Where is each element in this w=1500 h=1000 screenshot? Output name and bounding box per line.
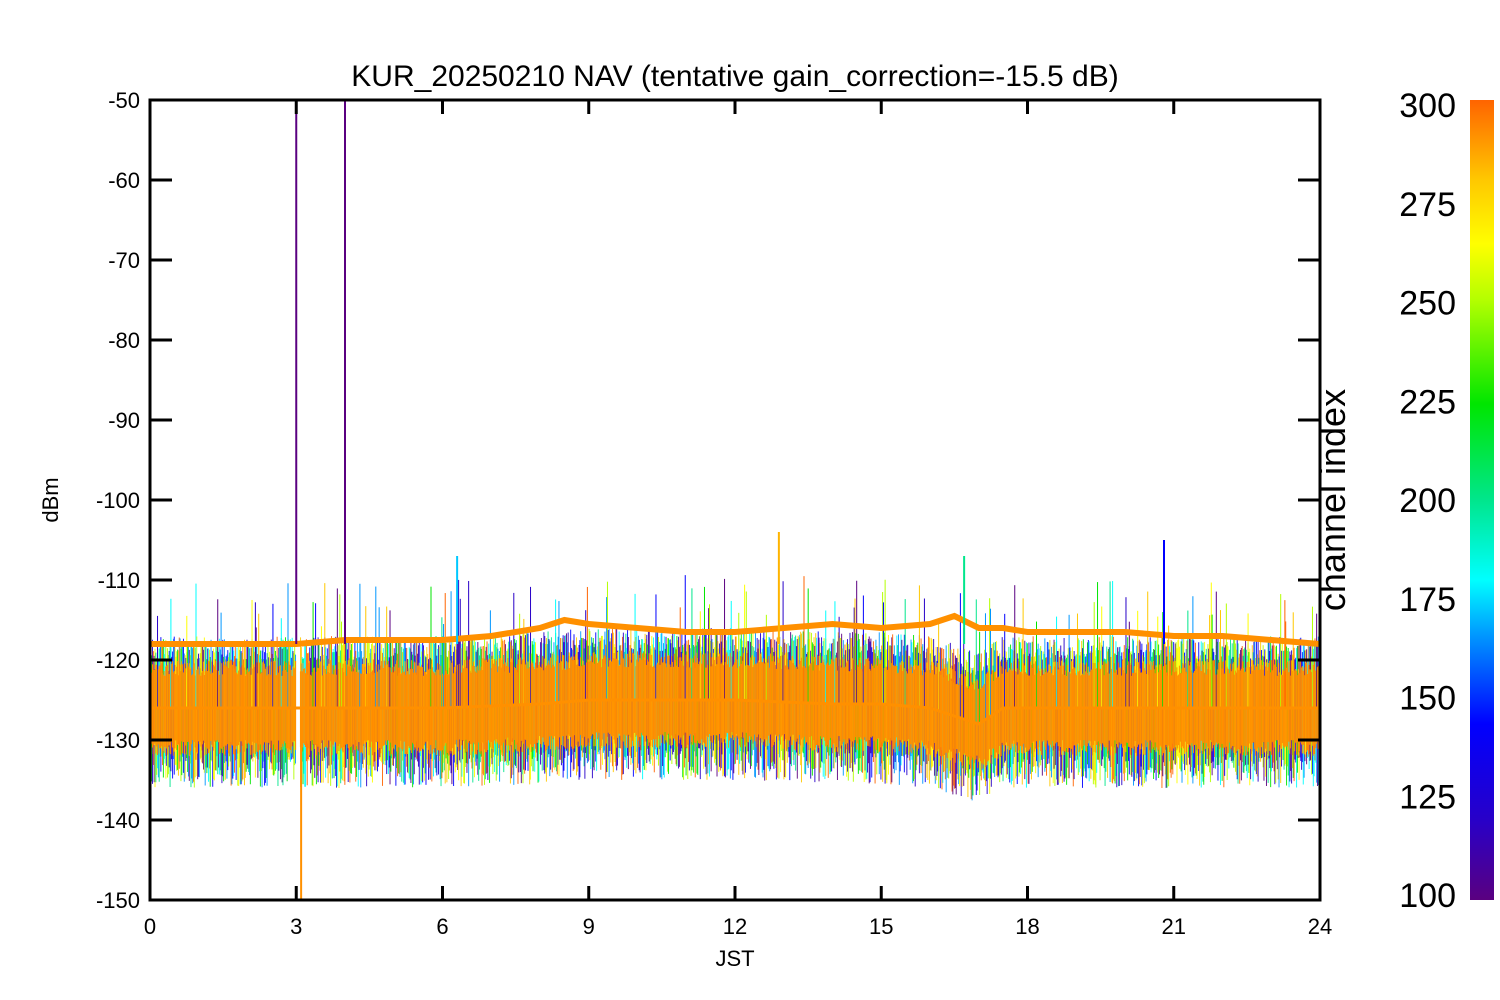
x-tick-label: 12 [723, 914, 747, 939]
y-tick-label: -80 [108, 328, 140, 353]
x-tick-label: 21 [1162, 914, 1186, 939]
y-tick-label: -50 [108, 88, 140, 113]
colorbar-tick-label: 225 [1399, 383, 1456, 421]
x-tick-label: 15 [869, 914, 893, 939]
y-tick-label: -150 [96, 888, 140, 913]
colorbar-ticks: 300 275 250 225 200 175 150 125 100 [1399, 87, 1456, 915]
colorbar-tick-label: 275 [1399, 186, 1456, 224]
colorbar-tick-label: 300 [1399, 87, 1456, 125]
x-tick-label: 24 [1308, 914, 1332, 939]
spike-group [295, 100, 1165, 900]
x-tick-label: 6 [436, 914, 448, 939]
y-tick-label: -100 [96, 488, 140, 513]
x-axis: 0 3 6 9 12 15 18 21 24 [144, 100, 1332, 939]
y-tick-label: -130 [96, 728, 140, 753]
y-axis-label: dBm [38, 477, 63, 522]
y-axis: -50 -60 -70 -80 -90 -100 -110 -120 -130 -140 -150 [96, 88, 1320, 913]
colorbar-tick-label: 125 [1399, 778, 1456, 816]
y-tick-label: -110 [98, 568, 140, 593]
y-tick-label: -60 [108, 168, 140, 193]
series-group [150, 612, 1320, 726]
x-tick-label: 18 [1015, 914, 1039, 939]
colorbar-gradient [1470, 100, 1494, 900]
y-tick-label: -140 [96, 808, 140, 833]
x-axis-label: JST [715, 946, 754, 971]
colorbar-tick-label: 200 [1399, 482, 1456, 520]
series-line [150, 698, 1320, 726]
colorbar-tick-label: 175 [1399, 581, 1456, 619]
plot-area [150, 100, 1320, 900]
series-line [150, 612, 1320, 647]
x-tick-label: 0 [144, 914, 156, 939]
colorbar-tick-label: 150 [1399, 680, 1456, 718]
colorbar-tick-label: 100 [1399, 877, 1456, 915]
y-tick-label: -120 [96, 648, 140, 673]
colorbar-tick-label: 250 [1399, 285, 1456, 323]
y-tick-label: -90 [108, 408, 140, 433]
x-tick-label: 3 [290, 914, 302, 939]
y-tick-label: -70 [108, 248, 140, 273]
noise-band [150, 575, 1320, 801]
chart-title: KUR_20250210 NAV (tentative gain_correct… [351, 60, 1118, 93]
x-tick-label: 9 [583, 914, 595, 939]
colorbar-label: channel index [1312, 389, 1353, 611]
colorbar: 300 275 250 225 200 175 150 125 100 channel inde… [1312, 87, 1494, 915]
